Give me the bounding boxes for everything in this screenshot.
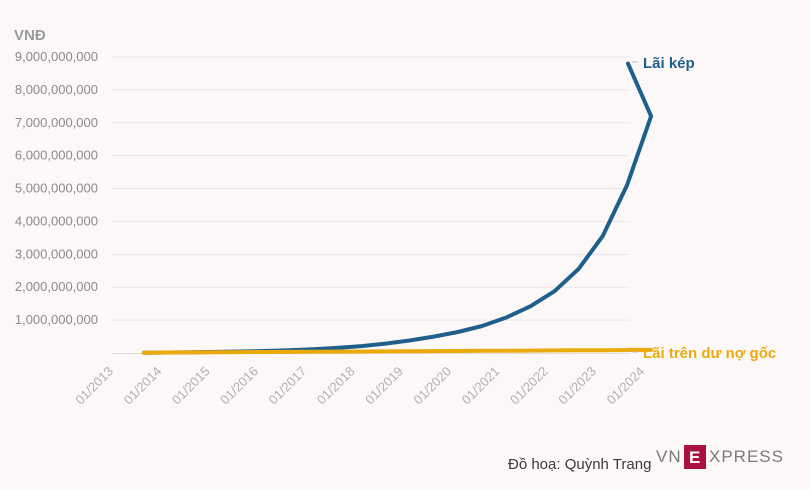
x-tick-label: 01/2022 [507,364,551,408]
x-tick-label: 01/2019 [362,364,406,408]
y-tick-label: 1,000,000,000 [15,312,98,327]
credit: Đồ hoạ: Quỳnh Trang [508,456,651,473]
logo-right: XPRESS [709,447,784,466]
x-tick-label: 01/2015 [169,364,213,408]
y-axis-ticks: 1,000,000,000 2,000,000,000 3,000,000,000 4… [15,49,98,327]
vnexpress-logo: VN E XPRESS [656,445,784,469]
x-tick-label: 01/2021 [459,364,503,408]
series-labels: Lãi kép Lãi trên dư nợ gốc [632,55,776,362]
logo-mark: E [689,448,700,467]
x-tick-label: 01/2020 [410,364,454,408]
logo-mark-box [684,445,706,469]
x-tick-label: 01/2016 [217,364,261,408]
series [142,61,654,355]
logo-left: VN [656,447,682,466]
x-tick-label: 01/2024 [604,364,648,408]
y-tick-label: 2,000,000,000 [15,279,98,294]
series-line [142,61,654,355]
series-label: Lãi trên dư nợ gốc [643,345,776,362]
x-tick-label: 01/2023 [555,364,599,408]
x-axis-ticks: 01/2013 01/2014 01/2015 01/2016 01/2017 01/20… [72,364,647,408]
x-tick-label: 01/2013 [72,364,116,408]
y-axis-label: VNĐ [14,27,46,44]
y-tick-label: 7,000,000,000 [15,115,98,130]
y-tick-label: 8,000,000,000 [15,82,98,97]
grid [112,56,630,321]
x-tick-label: 01/2014 [121,364,165,408]
series-line [142,347,654,355]
y-tick-label: 5,000,000,000 [15,181,98,196]
y-tick-label: 9,000,000,000 [15,49,98,64]
y-tick-label: 6,000,000,000 [15,148,98,163]
y-tick-label: 4,000,000,000 [15,213,98,228]
x-tick-label: 01/2017 [265,364,309,408]
series-label: Lãi kép [643,55,695,72]
y-tick-label: 3,000,000,000 [15,246,98,261]
x-tick-label: 01/2018 [314,364,358,408]
